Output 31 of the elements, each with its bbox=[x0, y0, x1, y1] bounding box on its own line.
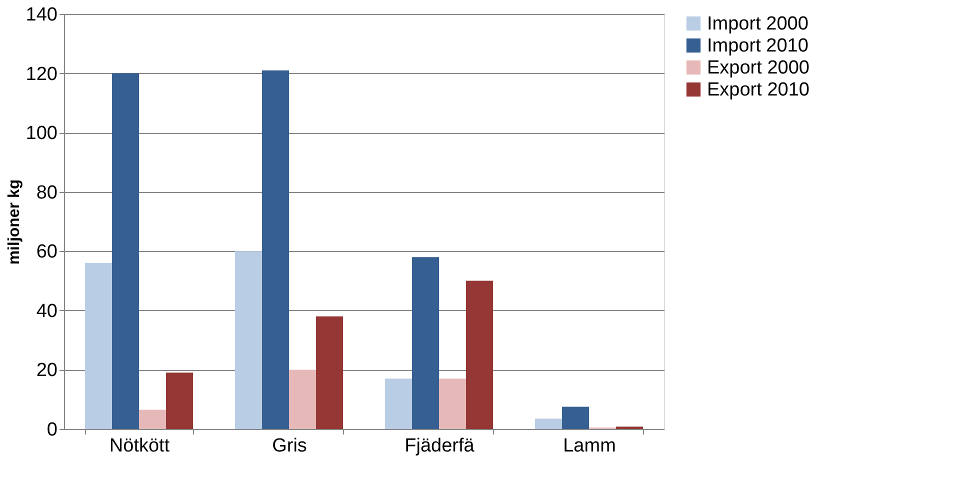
bar bbox=[439, 378, 466, 429]
y-tick-label: 0 bbox=[46, 420, 58, 440]
bar bbox=[235, 251, 262, 429]
bar bbox=[412, 257, 439, 429]
legend-label: Export 2010 bbox=[707, 80, 810, 100]
legend-label: Import 2000 bbox=[707, 14, 808, 34]
y-tick-label: 100 bbox=[26, 123, 58, 144]
y-tick-label: 60 bbox=[36, 242, 58, 263]
y-tick-label: 40 bbox=[36, 300, 58, 322]
y-tick-label: 20 bbox=[36, 360, 58, 382]
bar bbox=[85, 263, 112, 429]
x-tick-label: Nötkött bbox=[109, 436, 170, 456]
y-tick-label: 80 bbox=[36, 182, 58, 204]
y-axis-title: miljoner kg bbox=[6, 179, 23, 265]
bar bbox=[466, 280, 493, 429]
bar bbox=[535, 418, 562, 429]
bar bbox=[139, 410, 166, 429]
x-tick-label: Lamm bbox=[563, 436, 616, 456]
bar bbox=[562, 406, 589, 429]
x-tick-label: Fjäderfä bbox=[404, 436, 475, 456]
legend-label: Export 2000 bbox=[707, 58, 810, 78]
y-tick-label: 140 bbox=[26, 4, 58, 26]
bar bbox=[262, 70, 289, 429]
bar bbox=[385, 378, 412, 429]
x-tick-label: Gris bbox=[272, 436, 307, 456]
bar bbox=[112, 73, 139, 429]
bar bbox=[289, 370, 316, 429]
y-tick-label: 120 bbox=[26, 64, 58, 85]
legend-label: Import 2010 bbox=[707, 36, 808, 56]
bar bbox=[316, 316, 343, 429]
bar bbox=[166, 372, 193, 429]
